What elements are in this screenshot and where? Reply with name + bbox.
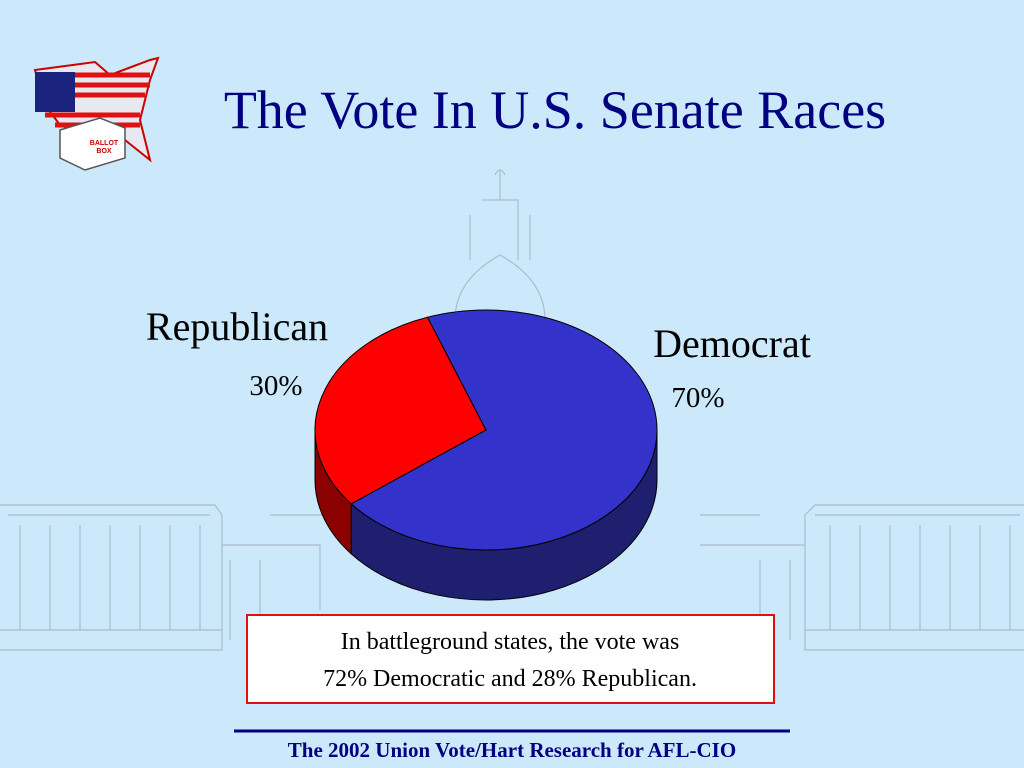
pie-slice xyxy=(314,316,487,505)
icon-text: BALLOT xyxy=(90,140,119,147)
note-box xyxy=(246,614,775,704)
ballot-box-icon: BALLOT BOX xyxy=(33,56,160,171)
capitol-drawing xyxy=(0,169,1024,651)
pie-slice xyxy=(350,309,658,551)
legend-label: Democrat xyxy=(653,321,811,366)
note-text: 72% Democratic and 28% Republican. xyxy=(323,666,697,692)
pie xyxy=(314,309,658,601)
icon-text: BOX xyxy=(96,148,112,155)
note-text: In battleground states, the vote was xyxy=(341,629,680,655)
legend-label: Republican xyxy=(146,304,328,349)
chart-title: The Vote In U.S. Senate Races xyxy=(224,80,886,140)
value-label: 70% xyxy=(671,382,724,414)
source: The 2002 Union Vote/Hart Research for AF… xyxy=(288,738,736,762)
value-label: 30% xyxy=(249,370,302,402)
